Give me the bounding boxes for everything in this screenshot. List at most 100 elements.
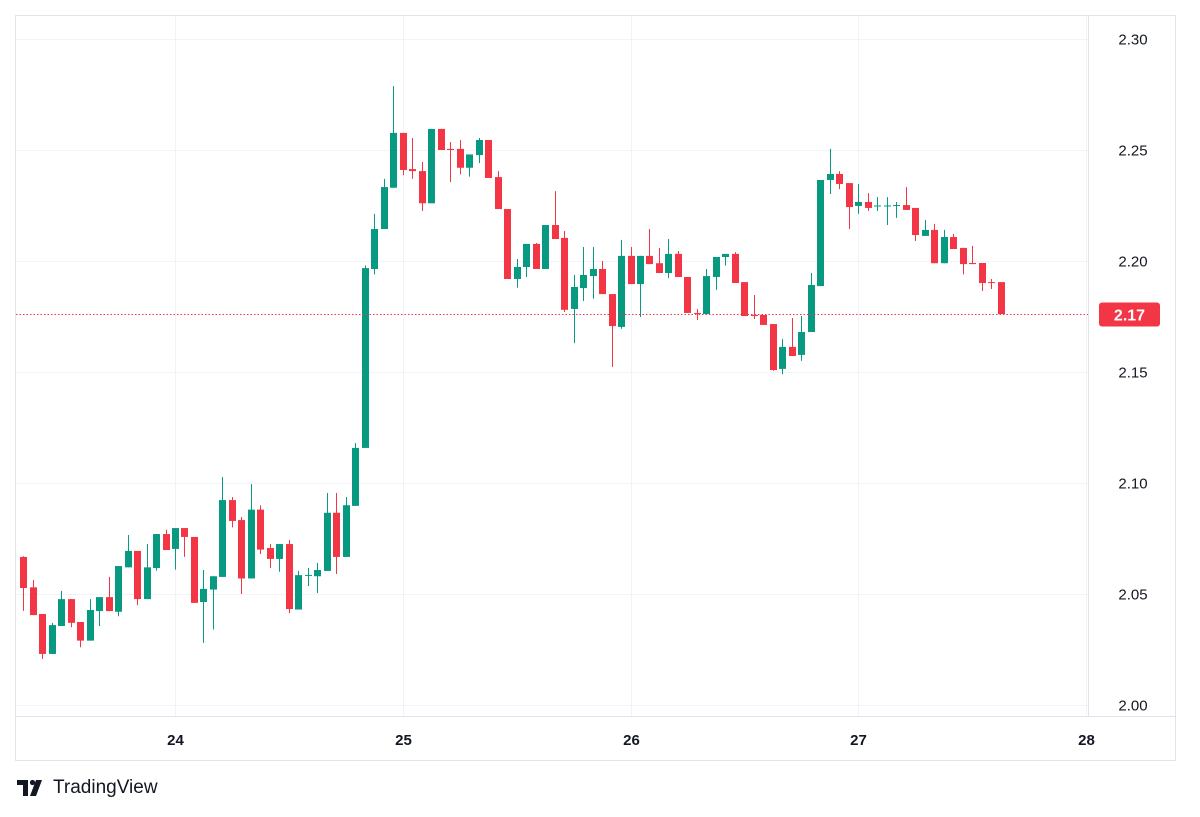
- candle-body: [836, 173, 843, 184]
- time-tick-label: 28: [1078, 732, 1095, 749]
- candle-body: [979, 262, 986, 283]
- candle: [646, 229, 653, 265]
- candle-body: [68, 599, 75, 623]
- price-axis[interactable]: 2.00 2.05 2.10 2.15 2.20 2.25 2.30: [1118, 32, 1147, 715]
- candle-body: [912, 207, 919, 236]
- candle: [248, 484, 255, 579]
- candle-body: [295, 575, 302, 610]
- candle-body: [552, 225, 559, 240]
- candle-body: [770, 324, 777, 371]
- candle: [163, 529, 170, 551]
- candle: [20, 556, 27, 611]
- tradingview-brand[interactable]: TradingView: [17, 777, 158, 799]
- candle-body: [665, 253, 672, 273]
- candle: [827, 148, 834, 194]
- candle: [779, 339, 786, 375]
- candle-body: [675, 253, 682, 277]
- candle-body: [893, 205, 900, 207]
- candle-body: [49, 625, 56, 654]
- candle-body: [438, 128, 445, 150]
- candle-body: [628, 255, 635, 285]
- candle: [476, 138, 483, 164]
- candle: [969, 245, 976, 265]
- candle: [96, 597, 103, 626]
- price-tick-label: 2.25: [1118, 143, 1147, 160]
- price-tick-label: 2.10: [1118, 476, 1147, 493]
- candle: [144, 544, 151, 600]
- candle: [219, 477, 226, 577]
- candle: [694, 308, 701, 321]
- candle: [922, 219, 929, 236]
- candle-body: [419, 171, 426, 204]
- candle: [371, 213, 378, 275]
- candle-body: [324, 512, 331, 571]
- candle: [68, 599, 75, 628]
- candle-body: [371, 229, 378, 269]
- candle: [523, 243, 530, 277]
- candle-body: [381, 187, 388, 230]
- candle: [200, 570, 207, 643]
- candle: [485, 140, 492, 178]
- candle: [713, 257, 720, 290]
- time-tick-label: 25: [395, 732, 412, 749]
- candle: [846, 183, 853, 230]
- candle: [665, 239, 672, 279]
- candle-body: [713, 257, 720, 277]
- candle-body: [609, 294, 616, 327]
- time-axis[interactable]: 24 25 26 27 28: [167, 732, 1095, 749]
- price-tick-label: 2.00: [1118, 698, 1147, 715]
- candle: [590, 247, 597, 299]
- candle-body: [362, 268, 369, 448]
- candle-body: [998, 282, 1005, 315]
- last-price-label: 2.17: [1114, 308, 1145, 325]
- candle: [817, 179, 824, 287]
- candle-body: [684, 276, 691, 313]
- candle: [931, 223, 938, 264]
- candle: [912, 207, 919, 242]
- candle-body: [229, 500, 236, 521]
- candle-body: [817, 179, 824, 287]
- candle: [533, 243, 540, 269]
- candle: [703, 268, 710, 315]
- candle: [191, 536, 198, 603]
- candle: [400, 132, 407, 176]
- candle: [324, 492, 331, 571]
- candle: [580, 247, 587, 301]
- candle-body: [561, 237, 568, 310]
- tradingview-logo-icon: [17, 779, 42, 796]
- candle-body: [428, 128, 435, 204]
- candle-body: [884, 205, 891, 207]
- candle: [893, 201, 900, 218]
- candle: [238, 516, 245, 594]
- candle: [134, 550, 141, 606]
- candle: [343, 496, 350, 557]
- candle-body: [134, 550, 141, 600]
- candle-body: [286, 544, 293, 610]
- candle-body: [789, 346, 796, 357]
- candle: [950, 233, 957, 250]
- candle-body: [751, 314, 758, 317]
- candle-body: [276, 544, 283, 559]
- time-tick-label: 27: [850, 732, 867, 749]
- candle-body: [855, 201, 862, 206]
- candle: [741, 282, 748, 317]
- candle-body: [181, 528, 188, 537]
- tradingview-wordmark: TradingView: [53, 777, 158, 798]
- candle: [181, 528, 188, 557]
- candle-body: [87, 609, 94, 641]
- candle: [229, 496, 236, 528]
- candle: [789, 318, 796, 357]
- candle-body: [115, 566, 122, 612]
- candle: [295, 570, 302, 610]
- candle-body: [30, 587, 37, 616]
- candle-body: [314, 570, 321, 577]
- candle-body: [144, 567, 151, 600]
- candle: [447, 142, 454, 182]
- candle-body: [457, 148, 464, 168]
- candle: [267, 544, 274, 569]
- last-price-box: [1099, 302, 1160, 327]
- candle: [504, 209, 511, 279]
- candle-body: [58, 599, 65, 626]
- candle-body: [865, 201, 872, 208]
